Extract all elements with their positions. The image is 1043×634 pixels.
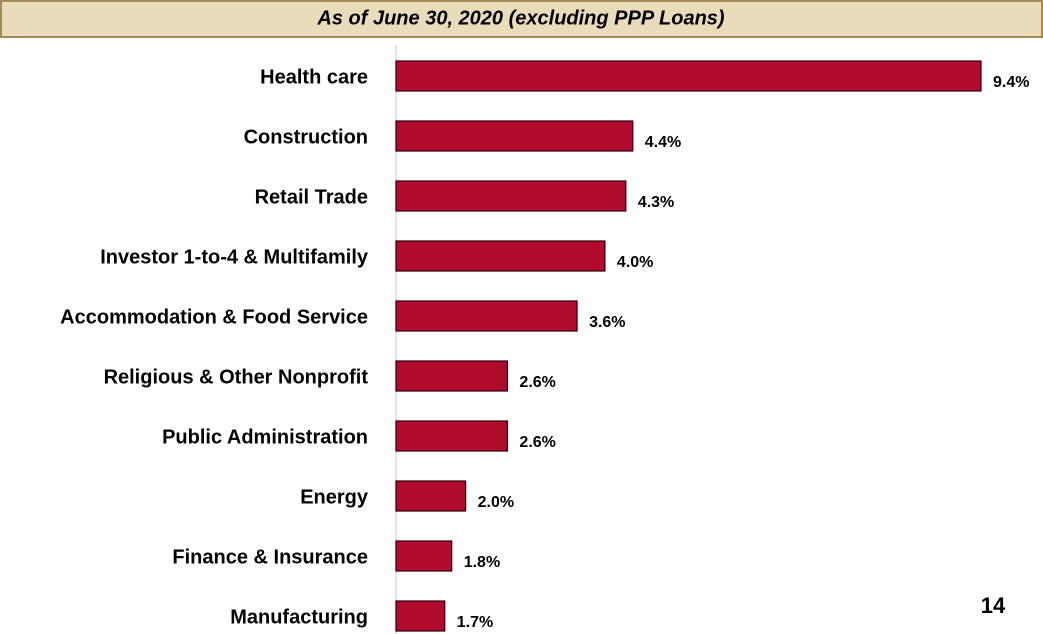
bar xyxy=(395,120,634,152)
bar xyxy=(395,180,627,212)
value-label: 3.6% xyxy=(589,314,625,331)
category-label: Accommodation & Food Service xyxy=(60,306,368,328)
value-label: 4.4% xyxy=(645,134,681,151)
value-label: 1.7% xyxy=(457,614,493,631)
category-label: Retail Trade xyxy=(255,186,368,208)
value-label: 4.0% xyxy=(617,254,653,271)
value-label: 2.6% xyxy=(519,374,555,391)
chart-subtitle: As of June 30, 2020 (excluding PPP Loans… xyxy=(316,7,724,29)
page-number: 14 xyxy=(981,593,1006,618)
category-label: Manufacturing xyxy=(230,606,368,628)
category-label: Investor 1-to-4 & Multifamily xyxy=(100,246,369,268)
category-label: Construction xyxy=(244,126,368,148)
bar xyxy=(395,480,467,512)
category-label: Public Administration xyxy=(162,426,368,448)
value-label: 4.3% xyxy=(638,194,674,211)
header-banner xyxy=(0,0,1043,38)
bar xyxy=(395,540,453,572)
value-label: 2.6% xyxy=(519,434,555,451)
bar xyxy=(395,420,509,452)
category-label: Energy xyxy=(300,486,369,508)
category-label: Religious & Other Nonprofit xyxy=(104,366,369,388)
bar xyxy=(395,240,606,272)
bar xyxy=(395,60,982,92)
value-label: 9.4% xyxy=(993,74,1029,91)
category-label: Finance & Insurance xyxy=(172,546,368,568)
bar xyxy=(395,300,578,332)
bar xyxy=(395,360,509,392)
value-label: 1.8% xyxy=(464,554,500,571)
value-label: 2.0% xyxy=(478,494,514,511)
bar xyxy=(395,600,446,632)
category-label: Health care xyxy=(260,66,368,88)
